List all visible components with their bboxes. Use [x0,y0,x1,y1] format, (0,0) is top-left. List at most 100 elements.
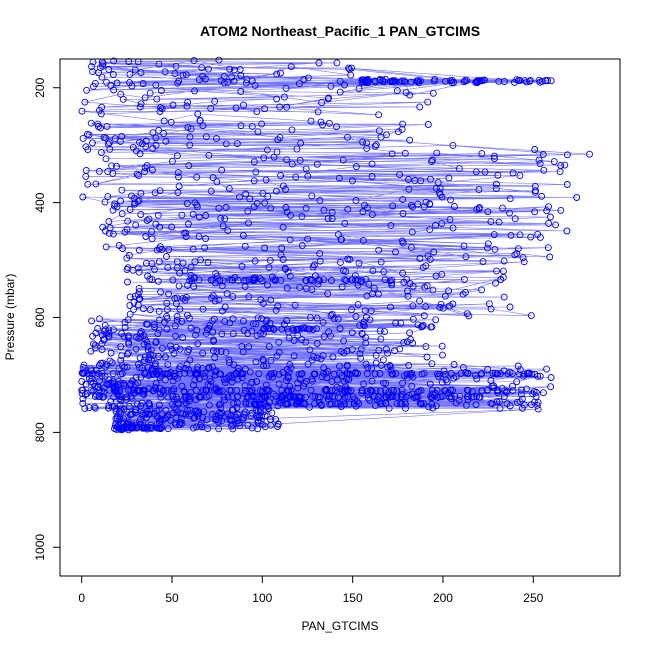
data-point [344,255,352,263]
data-point [233,140,241,148]
data-point [163,411,171,419]
data-point [258,120,266,128]
data-point [221,215,229,223]
data-point [426,255,434,263]
data-point [238,374,246,382]
data-point [135,197,143,205]
data-point [456,392,464,400]
data-point [360,380,368,388]
data-point [449,224,457,232]
data-point [377,133,385,141]
data-point [233,393,241,401]
data-point [157,288,165,296]
data-point [432,402,440,410]
data-point [279,256,287,263]
data-point [187,324,195,332]
data-point [88,63,95,71]
data-point [511,215,519,223]
data-point [304,360,312,368]
data-point [173,316,181,324]
data-point [124,350,131,358]
data-point [302,276,310,284]
data-point [528,370,536,378]
data-point [348,177,356,185]
data-point [463,310,471,318]
data-point [342,385,350,393]
data-point [492,180,500,188]
data-point [224,410,232,418]
data-point [274,302,282,310]
data-point [421,283,429,291]
data-point [534,230,542,238]
data-point [83,390,91,398]
data-point [499,267,507,275]
data-point [324,367,332,375]
data-point [129,424,137,432]
data-point [382,345,390,353]
data-point [360,320,367,328]
data-point [179,294,187,302]
data-point [95,393,103,401]
data-point [182,233,190,241]
data-point [490,231,498,239]
data-point [239,232,247,239]
data-point [216,400,224,408]
data-point [547,374,555,381]
data-point [500,78,508,85]
data-point [157,104,164,112]
data-point [261,423,269,431]
data-point [354,301,362,309]
data-point [217,404,225,412]
data-point [257,400,265,408]
data-point [248,327,256,335]
data-point [204,259,212,266]
data-point [294,379,302,387]
data-point [292,400,300,408]
data-point [185,162,193,170]
data-point [270,369,278,377]
data-point [418,322,426,330]
data-point [248,424,256,432]
data-point [428,360,436,368]
data-point [277,251,285,259]
data-point [362,276,370,284]
data-point [128,192,136,200]
data-point [193,370,201,377]
data-point [519,254,527,262]
data-point [279,223,287,231]
data-point [197,419,205,427]
data-point [416,103,424,111]
data-point [242,79,250,87]
data-point [196,117,204,124]
data-point [484,208,492,216]
data-point [123,225,131,233]
data-point [157,393,165,401]
data-point [260,326,268,333]
data-point [221,303,229,311]
data-point [212,413,220,420]
data-point [242,387,249,395]
data-point [177,409,185,417]
data-point [363,370,371,378]
data-point [179,259,187,267]
data-point [140,357,148,365]
data-point [309,326,317,333]
data-point [82,391,89,399]
data-point [417,77,424,85]
data-point [434,370,441,378]
data-point [101,321,109,329]
data-point [255,413,263,420]
data-point [314,108,322,116]
data-point [98,103,106,111]
data-point [148,356,156,364]
data-point [84,369,92,377]
data-point [304,325,312,333]
data-point [174,169,182,177]
data-point [224,393,232,401]
data-point [175,370,183,378]
data-point [302,393,310,401]
data-point [563,227,571,235]
data-point [366,396,374,404]
data-point [260,362,268,370]
data-point [304,235,312,243]
